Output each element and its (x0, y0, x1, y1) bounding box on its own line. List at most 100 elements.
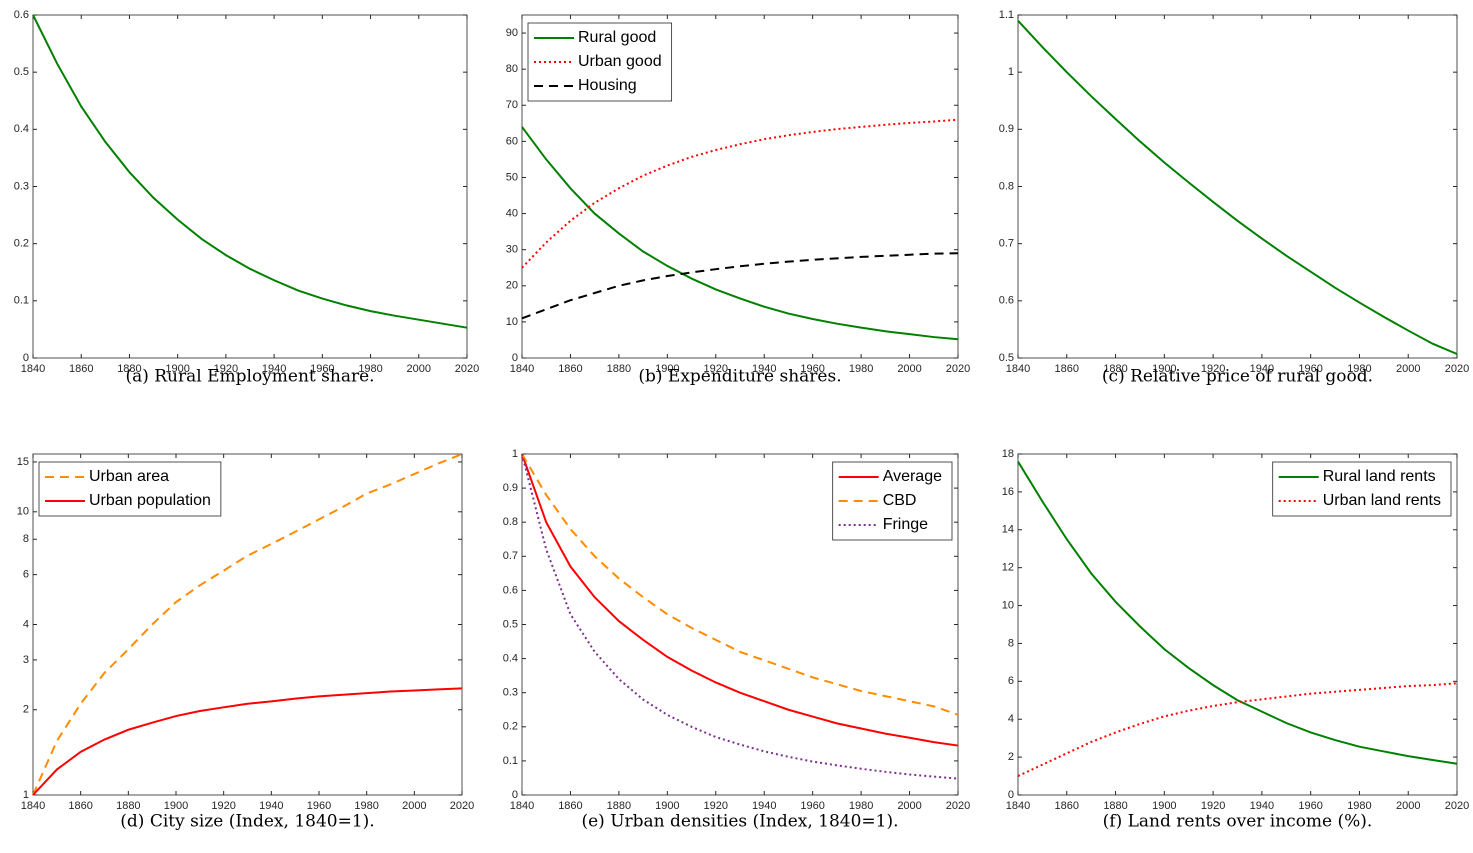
y-tick-label: 50 (506, 171, 518, 183)
x-tick-label: 1840 (1006, 800, 1030, 812)
x-tick-label: 1900 (1152, 363, 1176, 375)
legend: Rural land rents Urban land rents (1272, 461, 1452, 517)
x-tick-label: 1900 (1152, 800, 1176, 812)
x-tick-label: 2000 (1396, 800, 1420, 812)
y-tick-label: 0.2 (14, 238, 29, 250)
y-tick-label: 0.2 (503, 721, 518, 733)
y-tick-label: 18 (1002, 448, 1014, 460)
x-tick-label: 1880 (1103, 363, 1127, 375)
y-tick-label: 0.8 (999, 180, 1014, 192)
x-tick-label: 1900 (655, 800, 679, 812)
legend: Urban area Urban population (38, 461, 222, 517)
x-tick-label: 2000 (407, 363, 431, 375)
legend-box (1272, 461, 1452, 517)
legend-label: Urban land rents (1323, 492, 1441, 509)
x-tick-label: 2020 (1445, 800, 1469, 812)
caption: (f) Land rents over income (%). (1103, 812, 1373, 832)
y-tick-label: 0.1 (14, 295, 29, 307)
y-tick-label: 0.5 (14, 66, 29, 78)
line (1017, 682, 1458, 777)
y-tick-label: 4 (23, 618, 29, 630)
y-tick-label: 0.7 (503, 550, 518, 562)
y-tick-label: 0.4 (503, 653, 518, 665)
x-tick-label: 1980 (1347, 363, 1371, 375)
panel: 1840 1860 1880 1900 1920 1940 1960 1980 2000 2020… (17, 453, 474, 832)
line (1017, 20, 1458, 355)
line (521, 453, 959, 780)
y-tick-label: 2 (23, 704, 29, 716)
panel: 1840 1860 1880 1900 1920 1940 1960 1980 2000 2020… (14, 9, 480, 387)
x-tick-label: 1880 (1103, 800, 1127, 812)
line (32, 14, 468, 329)
x-tick-label: 1920 (211, 800, 235, 812)
y-tick-label: 0 (23, 352, 29, 364)
y-tick-label: 30 (506, 244, 518, 256)
panel: 1840 1860 1880 1900 1920 1940 1960 1980 2000 2020… (999, 9, 1470, 387)
y-tick-label: 0.4 (14, 123, 29, 135)
caption: (d) City size (Index, 1840=1). (120, 812, 374, 832)
x-tick-label: 1960 (307, 800, 331, 812)
y-tick-label: 0.3 (503, 687, 518, 699)
legend-box (38, 461, 222, 517)
y-tick-label: 4 (1008, 713, 1014, 725)
x-tick-label: 1980 (1347, 800, 1371, 812)
y-tick-label: 0 (512, 352, 518, 364)
y-tick-label: 0.6 (503, 584, 518, 596)
line (521, 453, 959, 716)
y-tick-label: 10 (506, 316, 518, 328)
x-tick-label: 1840 (1006, 363, 1030, 375)
x-tick-label: 1860 (69, 363, 93, 375)
y-tick-label: 1 (512, 448, 518, 460)
legend-label: Average (883, 468, 942, 485)
x-tick-label: 2000 (1396, 363, 1420, 375)
y-tick-label: 8 (23, 533, 29, 545)
x-tick-label: 1940 (259, 800, 283, 812)
panel: 1840 1860 1880 1900 1920 1940 1960 1980 2000 2020… (506, 14, 970, 387)
legend-label: Urban population (89, 492, 211, 509)
x-tick-label: 1860 (558, 363, 582, 375)
y-tick-label: 16 (1002, 486, 1014, 498)
panel: 1840 1860 1880 1900 1920 1940 1960 1980 2000 2020… (1002, 448, 1469, 832)
caption: (c) Relative price of rural good. (1102, 367, 1373, 387)
x-tick-label: 2020 (946, 800, 970, 812)
y-tick-label: 70 (506, 99, 518, 111)
x-tick-label: 2020 (946, 363, 970, 375)
y-tick-label: 8 (1008, 637, 1014, 649)
x-tick-label: 1900 (655, 363, 679, 375)
plot-area (32, 14, 468, 359)
y-tick-label: 0.5 (999, 352, 1014, 364)
x-tick-label: 1840 (21, 800, 45, 812)
x-tick-label: 2000 (402, 800, 426, 812)
x-tick-label: 2020 (450, 800, 474, 812)
y-tick-label: 90 (506, 27, 518, 39)
caption: (a) Rural Employment share. (125, 367, 374, 387)
line (521, 252, 959, 320)
x-tick-label: 1900 (164, 800, 188, 812)
y-tick-label: 60 (506, 135, 518, 147)
y-tick-label: 1 (1008, 66, 1014, 78)
y-tick-label: 1.1 (999, 9, 1014, 21)
x-tick-label: 2020 (1445, 363, 1469, 375)
x-tick-label: 2020 (455, 363, 479, 375)
line (32, 687, 463, 796)
x-tick-label: 1940 (752, 363, 776, 375)
legend-label: Fringe (883, 516, 928, 533)
x-tick-label: 1920 (704, 800, 728, 812)
caption: (e) Urban densities (Index, 1840=1). (581, 812, 898, 832)
legend-label: Housing (578, 77, 637, 94)
x-tick-label: 1980 (849, 800, 873, 812)
y-tick-label: 2 (1008, 751, 1014, 763)
y-tick-label: 1 (23, 789, 29, 801)
panel: 1840 1860 1880 1900 1920 1940 1960 1980 2000 2020… (503, 448, 971, 832)
line (1017, 461, 1458, 765)
y-tick-label: 0.3 (14, 180, 29, 192)
y-tick-label: 12 (1002, 562, 1014, 574)
legend-label: CBD (883, 492, 917, 509)
x-tick-label: 1940 (752, 800, 776, 812)
x-tick-label: 1980 (354, 800, 378, 812)
line (32, 453, 463, 796)
x-tick-label: 1880 (116, 800, 140, 812)
y-tick-label: 0.8 (503, 516, 518, 528)
x-tick-label: 1860 (1055, 800, 1079, 812)
